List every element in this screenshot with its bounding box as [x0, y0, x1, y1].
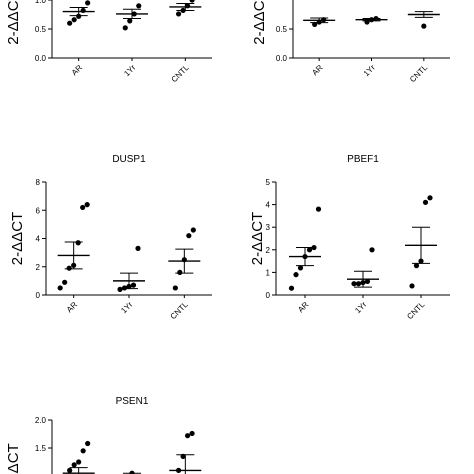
data-point-ar — [85, 0, 91, 6]
data-point-ar — [293, 272, 299, 278]
data-point-ar — [76, 13, 82, 19]
data-point-1yr — [117, 286, 123, 292]
x-tick-label: CNTL — [408, 63, 430, 85]
chart-panel-pbef1: PBEF1 2-ΔΔCT 0 1 2 3 4 5 AR 1Yr CNTL — [249, 154, 450, 321]
y-axis-label: 2-ΔΔCT — [9, 212, 26, 265]
data-point-1yr — [121, 285, 128, 291]
y-tick-label: 4 — [36, 235, 41, 244]
x-tick-label: 1Yr — [119, 300, 134, 315]
chart-panel-dusp1: DUSP1 2-ΔΔCT 0 2 4 6 8 AR 1Yr CNTL — [9, 154, 212, 321]
data-point-1yr — [122, 25, 128, 31]
chart-title: DUSP1 — [112, 154, 146, 165]
y-tick-label: 3 — [266, 223, 271, 232]
y-tick-label: 1.5 — [35, 444, 47, 453]
data-point-cntl — [190, 227, 196, 233]
x-tick-label: CNTL — [170, 63, 192, 85]
y-tick-label: 0.5 — [276, 25, 288, 34]
y-tick-label: 1.0 — [35, 0, 47, 5]
y-tick-label: 0 — [266, 291, 271, 300]
chart-title: PSEN1 — [116, 396, 149, 407]
y-tick-label: 2 — [36, 263, 41, 272]
data-point-ar — [71, 462, 77, 468]
y-tick-label: 2 — [266, 246, 271, 255]
data-point-1yr — [127, 18, 133, 24]
data-point-ar — [288, 285, 295, 291]
data-point-ar — [76, 459, 82, 465]
data-point-1yr — [364, 278, 371, 285]
y-tick-label: 8 — [36, 178, 41, 187]
data-point-1yr — [135, 245, 141, 251]
data-point-1yr — [351, 281, 357, 287]
data-point-ar — [85, 440, 91, 447]
data-point-ar — [306, 247, 313, 253]
x-tick-label: AR — [65, 300, 79, 314]
data-point-1yr — [369, 247, 375, 253]
data-point-ar — [67, 467, 73, 473]
chart-panel-panel2: 2-ΔΔCT 0.0 0.5 AR 1Yr CNTL — [251, 0, 450, 84]
x-tick-label: CNTL — [405, 300, 427, 322]
y-tick-label: 2.0 — [35, 416, 47, 425]
y-tick-label: 0.5 — [35, 25, 47, 34]
data-point-ar — [67, 20, 73, 26]
data-point-ar — [71, 17, 77, 23]
chart-panel-panel1: 2-ΔΔCT 0.0 0.5 1.0 AR 1Yr CNTL — [5, 0, 212, 84]
y-axis-label: 2-ΔΔCT — [249, 212, 266, 265]
y-tick-label: 4 — [266, 201, 271, 210]
data-point-ar — [75, 240, 81, 246]
data-point-ar — [297, 265, 304, 271]
data-point-1yr — [130, 282, 137, 288]
data-point-ar — [62, 279, 68, 285]
data-point-ar — [315, 206, 322, 212]
data-point-ar — [57, 285, 63, 291]
data-point-ar — [66, 265, 72, 271]
data-point-1yr — [136, 3, 142, 9]
data-point-cntl — [427, 195, 433, 201]
data-point-cntl — [409, 283, 415, 289]
y-tick-label: 5 — [266, 178, 271, 187]
data-point-1yr — [355, 281, 362, 287]
y-axis-label: 2-ΔΔCT — [5, 443, 22, 474]
data-point-cntl — [184, 433, 191, 439]
x-tick-label: 1Yr — [362, 63, 377, 78]
data-point-ar — [80, 204, 86, 211]
data-point-cntl — [172, 285, 178, 291]
data-point-cntl — [175, 11, 182, 17]
data-point-cntl — [186, 233, 192, 239]
x-tick-label: AR — [70, 63, 84, 77]
chart-panel-psen1: PSEN1 2-ΔΔCT 1.5 2.0 — [5, 396, 202, 474]
x-tick-label: 1Yr — [353, 300, 368, 315]
y-tick-label: 6 — [36, 206, 41, 215]
y-axis-label: 2-ΔΔCT — [251, 0, 268, 45]
data-point-cntl — [422, 199, 429, 205]
data-point-cntl — [177, 269, 183, 275]
x-tick-label: CNTL — [169, 300, 191, 322]
data-point-ar — [84, 202, 90, 208]
y-tick-label: 0 — [36, 291, 41, 300]
x-tick-label: AR — [310, 63, 324, 77]
y-tick-label: 0.0 — [276, 54, 288, 63]
x-tick-label: 1Yr — [122, 63, 137, 78]
data-point-ar — [80, 448, 86, 454]
x-tick-label: AR — [296, 300, 310, 314]
y-tick-label: 1 — [266, 268, 271, 277]
data-point-cntl — [189, 430, 195, 437]
data-point-cntl — [189, 0, 195, 3]
y-axis-label: 2-ΔΔCT — [5, 0, 22, 45]
chart-title: PBEF1 — [347, 154, 379, 165]
y-tick-label: 0.0 — [35, 54, 47, 63]
data-point-cntl — [413, 263, 420, 269]
data-point-cntl — [421, 23, 427, 29]
